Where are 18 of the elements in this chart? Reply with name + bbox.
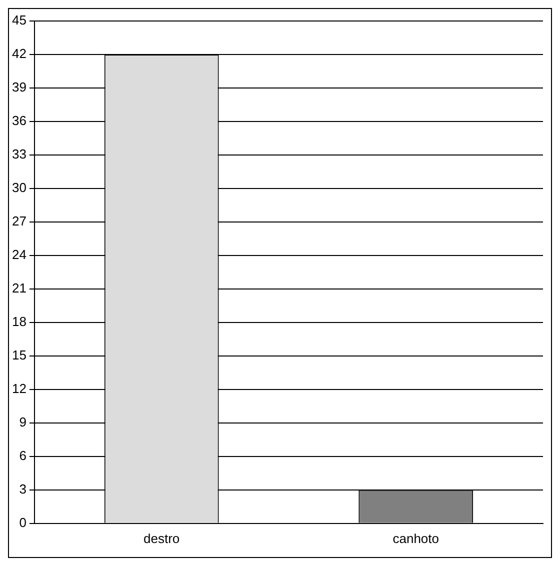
y-tick-label: 15 [12, 348, 26, 363]
y-tick-label: 36 [12, 113, 26, 128]
y-tick-label: 12 [12, 381, 26, 396]
x-tick-label: canhoto [392, 530, 439, 546]
y-tick-label: 3 [19, 481, 26, 496]
y-tick-label: 33 [12, 146, 26, 162]
y-tick-label: 0 [19, 514, 26, 530]
y-tick-label: 24 [12, 247, 26, 262]
y-tick-label: 42 [12, 46, 26, 62]
y-tick-label: 18 [12, 314, 26, 330]
y-tick-label: 39 [12, 80, 26, 95]
y-tick-label: 6 [19, 448, 26, 463]
x-tick-label: destro [144, 530, 180, 546]
y-tick-label: 21 [12, 280, 26, 296]
y-tick-label: 27 [12, 214, 26, 229]
y-tick-label: 45 [12, 12, 26, 28]
y-tick-label: 30 [12, 180, 26, 196]
y-tick-label: 9 [19, 414, 26, 430]
